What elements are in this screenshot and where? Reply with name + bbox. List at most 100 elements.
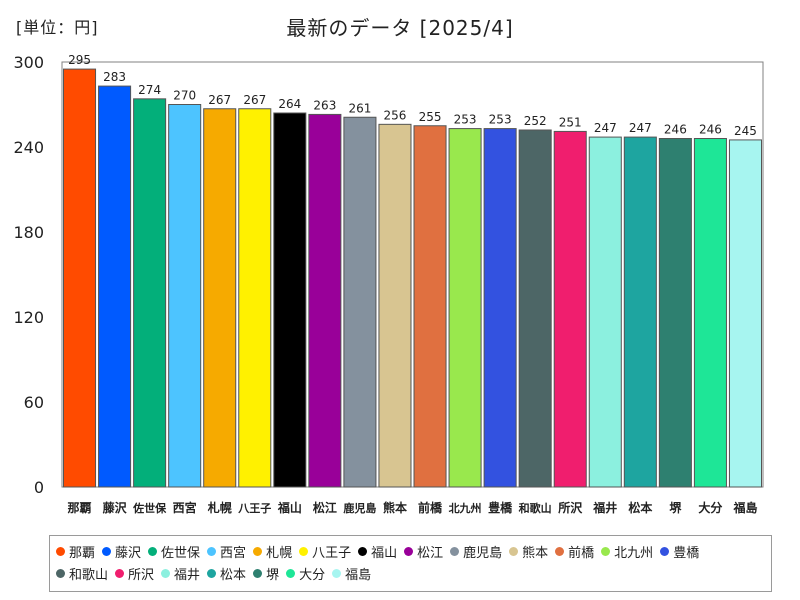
legend-label: 福島: [345, 567, 372, 583]
legend-item-北九州: 北九州: [601, 540, 653, 562]
x-tick-label-所沢: 所沢: [558, 500, 583, 515]
y-tick-label-120: 120: [13, 308, 44, 327]
legend-label: 福井: [174, 567, 201, 583]
value-label-八王子: 267: [243, 93, 266, 107]
legend-item-札幌: 札幌: [253, 540, 292, 562]
value-label-大分: 246: [699, 123, 722, 137]
legend-marker-icon: [299, 546, 309, 556]
value-label-所沢: 251: [559, 115, 582, 129]
bar-福井: [588, 136, 622, 488]
legend-item-福井: 福井: [161, 562, 200, 584]
legend-marker-icon: [253, 568, 263, 578]
legend-item-松江: 松江: [404, 540, 443, 562]
legend-item-那覇: 那覇: [56, 540, 95, 562]
legend-label: 熊本: [522, 545, 549, 561]
legend-marker-icon: [207, 568, 217, 578]
legend-item-豊橋: 豊橋: [660, 540, 699, 562]
legend-item-八王子: 八王子: [299, 540, 351, 562]
legend-label: 鹿児島: [463, 545, 503, 561]
value-label-福島: 245: [734, 124, 757, 138]
legend-item-佐世保: 佐世保: [148, 540, 200, 562]
legend-label: 和歌山: [69, 567, 109, 583]
x-tick-label-松江: 松江: [313, 500, 337, 515]
legend-marker-icon: [509, 546, 519, 556]
bar-松本: [623, 136, 657, 488]
y-tick-label-180: 180: [13, 223, 44, 242]
x-tick-label-前橋: 前橋: [418, 500, 443, 515]
legend-marker-icon: [404, 546, 414, 556]
legend-marker-icon: [56, 546, 65, 556]
legend-label: 札幌: [266, 545, 293, 561]
legend-item-福山: 福山: [358, 540, 397, 562]
x-tick-label-福井: 福井: [592, 500, 617, 515]
legend-item-西宮: 西宮: [207, 540, 246, 562]
value-label-北九州: 253: [454, 113, 477, 127]
bar-福山: [273, 112, 307, 488]
bar-北九州: [448, 128, 482, 488]
value-label-那覇: 295: [68, 53, 91, 67]
value-label-松江: 263: [313, 98, 336, 112]
y-tick-label-60: 60: [24, 393, 44, 412]
legend-item-前橋: 前橋: [555, 540, 594, 562]
legend-item-和歌山: 和歌山: [56, 562, 108, 584]
legend-item-鹿児島: 鹿児島: [450, 540, 502, 562]
bar-熊本: [378, 123, 412, 488]
legend-label: 藤沢: [115, 545, 142, 561]
x-tick-label-札幌: 札幌: [207, 500, 232, 515]
legend-marker-icon: [56, 568, 65, 578]
value-label-福井: 247: [594, 121, 617, 135]
legend-item-熊本: 熊本: [509, 540, 548, 562]
x-tick-label-和歌山: 和歌山: [519, 501, 552, 515]
value-label-前橋: 255: [419, 110, 442, 124]
legend-item-福島: 福島: [332, 562, 371, 584]
x-tick-label-鹿児島: 鹿児島: [343, 501, 376, 515]
legend-item-堺: 堺: [253, 562, 279, 584]
value-label-堺: 246: [664, 123, 687, 137]
x-tick-label-西宮: 西宮: [173, 500, 197, 515]
legend-label: 西宮: [220, 545, 247, 561]
y-tick-label-300: 300: [13, 53, 44, 72]
bar-所沢: [553, 130, 587, 488]
bar-鹿児島: [343, 116, 377, 488]
plot-area: [61, 61, 764, 488]
x-tick-label-八王子: 八王子: [237, 502, 271, 515]
value-label-熊本: 256: [384, 108, 407, 122]
legend-label: 八王子: [312, 545, 352, 561]
legend-marker-icon: [660, 546, 670, 556]
legend-item-大分: 大分: [286, 562, 325, 584]
legend-label: 福山: [371, 545, 398, 561]
y-tick-label-0: 0: [34, 478, 44, 497]
bar-佐世保: [133, 98, 167, 488]
legend-marker-icon: [358, 546, 368, 556]
x-tick-label-福島: 福島: [732, 500, 757, 515]
legend-item-所沢: 所沢: [115, 562, 154, 584]
legend-marker-icon: [286, 568, 296, 578]
value-label-福山: 264: [278, 97, 301, 111]
bar-那覇: [63, 68, 97, 488]
legend-label: 松本: [220, 567, 247, 583]
bar-西宮: [168, 104, 202, 488]
legend-label: 佐世保: [161, 545, 201, 561]
value-label-鹿児島: 261: [348, 101, 371, 115]
legend-marker-icon: [555, 546, 565, 556]
legend-item-藤沢: 藤沢: [102, 540, 141, 562]
legend-marker-icon: [253, 546, 263, 556]
x-tick-label-大分: 大分: [698, 500, 722, 515]
bar-藤沢: [98, 85, 132, 488]
bar-八王子: [238, 108, 272, 488]
legend-marker-icon: [115, 568, 125, 578]
bar-豊橋: [483, 128, 517, 488]
legend-label: 大分: [299, 567, 326, 583]
value-label-西宮: 270: [173, 89, 196, 103]
x-tick-label-佐世保: 佐世保: [132, 501, 167, 515]
value-label-札幌: 267: [208, 93, 231, 107]
value-label-佐世保: 274: [138, 83, 161, 97]
bar-福島: [728, 139, 763, 488]
x-tick-label-松本: 松本: [628, 500, 652, 515]
legend-marker-icon: [207, 546, 217, 556]
bar-前橋: [413, 125, 447, 488]
legend-label: 北九州: [614, 545, 654, 561]
bar-和歌山: [518, 129, 552, 488]
legend: 那覇 藤沢 佐世保 西宮 札幌 八王子 福山 松江 鹿児島 熊本 前橋 北九州 豊橋和歌山 所沢 福井 松本 堺…: [49, 535, 772, 592]
